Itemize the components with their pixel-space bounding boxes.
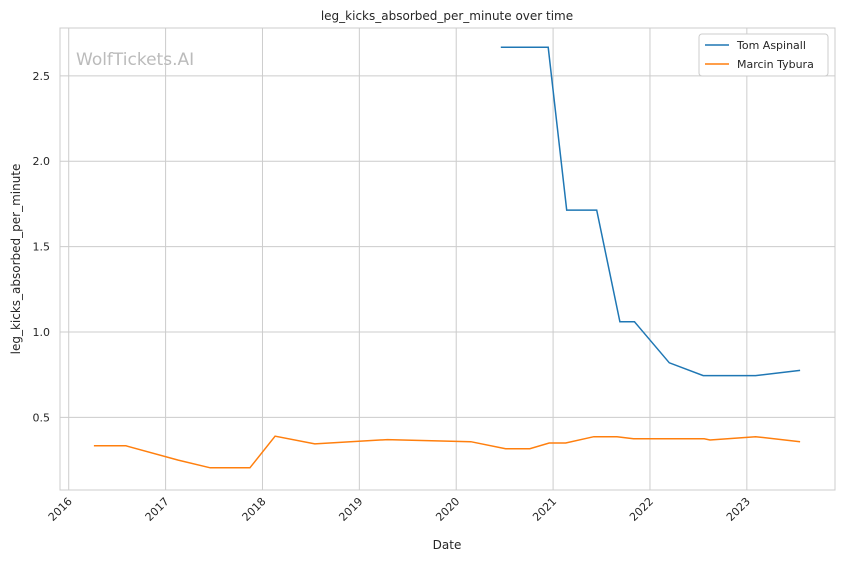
x-tick-label: 2017 [143,495,172,524]
x-tick-label: 2016 [46,495,75,524]
x-axis-label: Date [433,538,462,552]
x-tick-label: 2023 [724,495,753,524]
y-tick-label: 2.5 [33,70,51,83]
x-tick-label: 2022 [627,495,656,524]
y-tick-label: 1.0 [33,326,51,339]
series-line-tom-aspinall [500,46,801,377]
y-tick-label: 1.5 [33,241,51,254]
y-tick-label: 0.5 [33,411,51,424]
legend-label-tom-aspinall: Tom Aspinall [736,39,806,52]
chart-title: leg_kicks_absorbed_per_minute over time [321,9,573,23]
x-tick-label: 2018 [240,495,269,524]
y-axis-label: leg_kicks_absorbed_per_minute [9,164,23,355]
y-tick-label: 2.0 [33,155,51,168]
legend-label-marcin-tybura: Marcin Tybura [737,58,814,71]
watermark: WolfTickets.AI [76,50,194,70]
legend: Tom Aspinall Marcin Tybura [698,33,829,77]
x-tick-label: 2019 [336,495,365,524]
x-tick-label: 2020 [433,495,462,524]
x-tick-label: 2021 [530,495,559,524]
plot-area-border [59,27,836,491]
series-line-marcin-tybura [93,435,801,469]
